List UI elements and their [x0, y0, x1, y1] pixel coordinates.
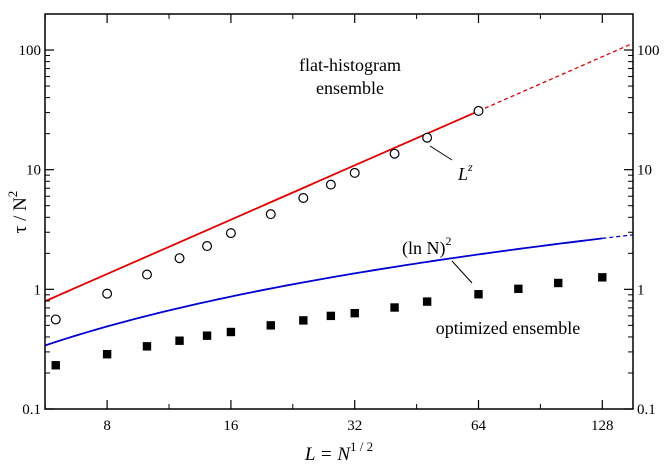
annotation-flat-histogram: flat-histogram	[299, 55, 401, 75]
annotation-ensemble: ensemble	[316, 78, 384, 98]
data-point-flat-2	[141, 269, 152, 280]
fit-group-0	[45, 42, 633, 303]
plot-frame	[44, 13, 634, 410]
y-tick-label-left-3: 100	[19, 43, 42, 59]
y-axis-label: τ / N2	[5, 191, 31, 234]
data-point-flat-11	[422, 132, 433, 143]
x-axis-label-sup: 1 / 2	[350, 439, 373, 454]
x-axis-label: L = N1 / 2	[304, 439, 373, 465]
y-axis-label-base: τ / N	[10, 197, 31, 233]
x-tick-label-1: 16	[223, 418, 239, 434]
x-tick-label-4: 128	[591, 418, 614, 434]
y-tick-label-right-3: 100	[637, 43, 660, 59]
fit-extrapolation-0	[478, 42, 633, 112]
data-point-flat-8	[325, 179, 336, 190]
data-point-optimized-4	[202, 331, 212, 340]
plot-area	[45, 42, 633, 347]
y-axis-label-sup: 2	[5, 191, 20, 198]
x-tick-label-2: 32	[347, 418, 362, 434]
annotation-lz-sup: z	[467, 160, 473, 174]
data-point-flat-0	[50, 314, 61, 325]
annotation-optimized-ensemble: optimized ensemble	[436, 318, 580, 338]
data-point-optimized-11	[422, 297, 432, 306]
x-tick-label-0: 8	[103, 418, 111, 434]
y-tick-label-left-1: 1	[34, 282, 42, 298]
data-point-optimized-0	[51, 361, 60, 370]
data-point-flat-7	[298, 192, 309, 203]
fit-group-1	[45, 234, 633, 347]
x-tick-label-3: 64	[471, 418, 487, 434]
y-tick-label-right-1: 1	[637, 282, 645, 298]
data-point-flat-12	[473, 105, 484, 116]
annotation-ln2-base: (ln N)	[402, 238, 446, 259]
data-point-flat-9	[349, 167, 360, 178]
y-tick-label-right-0: 0.1	[637, 402, 656, 418]
x-axis-label-base: L = N	[304, 444, 352, 465]
data-point-flat-6	[265, 209, 276, 220]
annotation-lz-base: L	[457, 164, 468, 184]
data-point-optimized-2	[142, 342, 152, 351]
data-marks	[50, 105, 607, 370]
fit-line-0	[45, 110, 479, 303]
leader-line-ln2	[451, 260, 473, 284]
fit-extrapolation-1	[602, 234, 633, 240]
data-point-optimized-3	[175, 336, 184, 345]
data-point-optimized-15	[598, 273, 607, 282]
annotation-lz: Lz	[457, 160, 473, 184]
fit-line-1	[45, 237, 603, 347]
data-point-optimized-10	[390, 303, 399, 312]
y-tick-label-left-0: 0.1	[22, 402, 41, 418]
data-point-optimized-5	[226, 327, 236, 337]
data-point-optimized-7	[299, 316, 308, 325]
annotation-ln2-sup: 2	[446, 234, 452, 248]
y-tick-label-right-2: 10	[637, 163, 652, 179]
data-point-optimized-12	[474, 290, 483, 299]
leader-line-lz	[429, 145, 453, 161]
data-point-optimized-13	[514, 284, 523, 294]
data-point-optimized-9	[350, 308, 359, 318]
data-point-flat-3	[174, 253, 185, 264]
axes: 8 16 32 64 128 0.1 0.1 1 1 10 10 100 100	[19, 14, 660, 434]
data-point-optimized-8	[326, 311, 336, 321]
data-point-flat-10	[389, 148, 400, 159]
annotation-ln2: (ln N)2	[402, 234, 452, 259]
data-point-flat-5	[225, 228, 236, 239]
data-point-flat-1	[102, 288, 113, 299]
data-point-flat-4	[202, 241, 213, 252]
data-point-optimized-6	[266, 321, 275, 330]
y-tick-label-left-2: 10	[26, 163, 41, 179]
data-point-optimized-1	[102, 350, 112, 359]
data-point-optimized-14	[554, 278, 563, 288]
